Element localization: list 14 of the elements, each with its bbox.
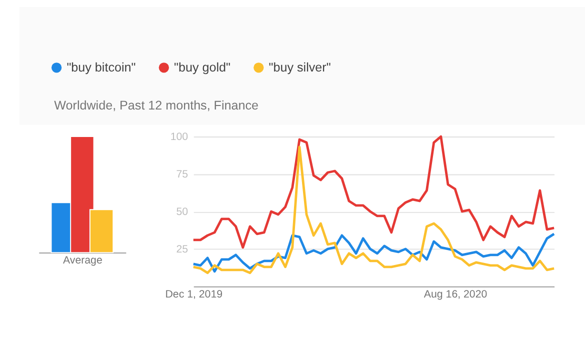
- y-tick-label: 100: [170, 130, 188, 143]
- line-series: [192, 232, 556, 273]
- y-tick-label: 25: [176, 243, 188, 256]
- y-tick-label: 75: [176, 168, 188, 180]
- x-tick-label: Dec 1, 2019: [165, 288, 223, 301]
- line-series: [192, 135, 556, 249]
- chart-subtitle: Worldwide, Past 12 months, Finance: [54, 98, 259, 112]
- legend-label: "buy silver": [268, 60, 331, 74]
- x-axis-title: Average: [62, 254, 102, 267]
- line-series: [192, 146, 556, 274]
- legend-label: "buy bitcoin": [66, 60, 136, 74]
- y-tick-label: 50: [176, 206, 188, 218]
- x-tick-label: Aug 16, 2020: [424, 288, 488, 301]
- legend-label: "buy gold": [174, 60, 230, 74]
